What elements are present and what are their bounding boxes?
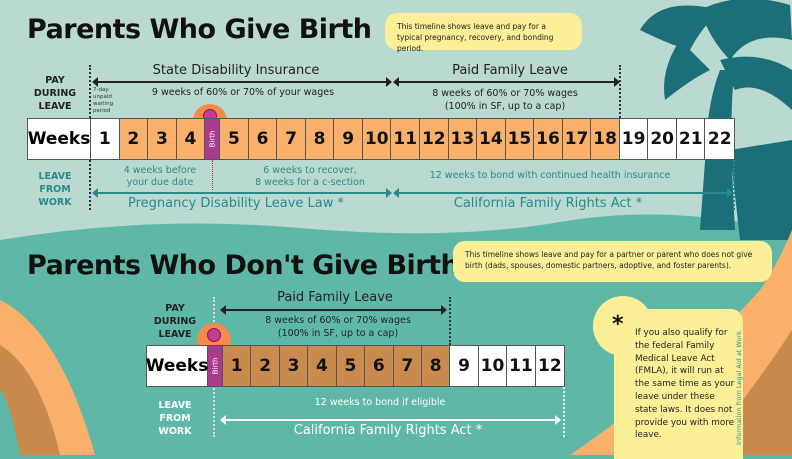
wave-divider — [0, 214, 792, 240]
pfl-text: 8 weeks of 60% or 70% wages (100% in SF,… — [432, 87, 578, 113]
section2-note: This timeline shows leave and pay for a … — [453, 241, 772, 282]
week-cell-22: 22 — [705, 119, 735, 159]
birth-label: Birth — [208, 130, 217, 148]
week-cell-8: 8 — [305, 119, 335, 159]
pfl-arrow — [393, 77, 620, 87]
week-cell-8: 8 — [421, 346, 451, 386]
week-cell-1: 1 — [223, 346, 252, 386]
leave-from-work-label: LEAVE FROM WORK — [158, 400, 192, 437]
birth-cell: Birth — [208, 346, 223, 386]
weeks-timeline-row: Weeks 1 2 3 4 Birth 5 6 7 8 9 10 11 12 13 14 15 16 17 18 19… — [27, 118, 735, 160]
fmla-text: If you also qualify for the federal Fami… — [635, 328, 735, 441]
pfl-text-line2: (100% in SF, up to a cap) — [444, 101, 566, 112]
week-cell-14: 14 — [477, 119, 506, 159]
cfra-arrow — [220, 415, 561, 425]
pay-during-leave-label: PAY DURING LEAVE — [33, 75, 77, 112]
credit-text: Information from Legal Aid at Work. — [735, 329, 743, 445]
week-cell-19: 19 — [619, 119, 649, 159]
pfl-arrow — [220, 305, 447, 315]
brown-hill-right — [700, 330, 792, 455]
bond-text: 12 weeks to bond if eligible — [314, 397, 446, 408]
week-cell-7: 7 — [393, 346, 422, 386]
divider-dotted — [449, 297, 451, 345]
divider-dotted — [563, 387, 565, 437]
pdl-arrow — [92, 188, 392, 198]
waiting-period-note: 7-day unpaid waiting period — [93, 87, 114, 114]
orange-hill-left — [0, 300, 95, 455]
cfra-arrow — [393, 188, 733, 198]
pay-during-leave-label: PAY DURING LEAVE — [153, 303, 197, 340]
cfra-title: California Family Rights Act * — [453, 196, 643, 211]
week-cell-16: 16 — [534, 119, 563, 159]
divider-dotted — [619, 65, 621, 118]
pfl-text: 8 weeks of 60% or 70% wages (100% in SF,… — [265, 314, 411, 340]
fmla-note — [614, 309, 743, 459]
week-cell-15: 15 — [505, 119, 535, 159]
sdi-arrow — [92, 77, 392, 87]
weeks-label: Weeks — [146, 346, 208, 386]
week-cell-3: 3 — [279, 346, 309, 386]
week-cell-1: 1 — [91, 119, 120, 159]
leave-from-work-label: LEAVE FROM WORK — [38, 171, 72, 208]
pfl-text-line2: (100% in SF, up to a cap) — [277, 328, 399, 339]
sdi-text: 9 weeks of 60% or 70% of your wages — [151, 87, 335, 98]
section2-title: Parents Who Don't Give Birth — [27, 250, 460, 281]
pfl-text-line1: 8 weeks of 60% or 70% wages — [432, 88, 578, 99]
birth-cell: Birth — [205, 119, 221, 159]
week-cell-6: 6 — [248, 119, 278, 159]
birth-label: Birth — [211, 357, 219, 375]
pdl-title: Pregnancy Disability Leave Law * — [128, 196, 344, 211]
week-cell-10: 10 — [362, 119, 392, 159]
bond-text: 12 weeks to bond with continued health i… — [429, 170, 671, 181]
week-cell-18: 18 — [591, 119, 620, 159]
pfl-text-line1: 8 weeks of 60% or 70% wages — [265, 315, 411, 326]
week-cell-3: 3 — [148, 119, 177, 159]
sdi-title: State Disability Insurance — [152, 63, 320, 78]
brown-hill-left — [0, 345, 60, 455]
recover-text: 6 weeks to recover, 8 weeks for a c-sect… — [255, 165, 365, 188]
pfl-title: Paid Family Leave — [277, 290, 393, 305]
week-cell-7: 7 — [277, 119, 306, 159]
week-cell-4: 4 — [176, 119, 206, 159]
before-due-date-text: 4 weeks before your due date — [123, 165, 197, 188]
week-cell-12: 12 — [535, 346, 565, 386]
week-cell-4: 4 — [308, 346, 337, 386]
section1-title: Parents Who Give Birth — [27, 14, 372, 45]
week-cell-5: 5 — [336, 346, 366, 386]
asterisk-icon: * — [612, 312, 624, 337]
week-cell-5: 5 — [220, 119, 249, 159]
pfl-title: Paid Family Leave — [452, 63, 568, 78]
week-cell-2: 2 — [119, 119, 149, 159]
section1-note: This timeline shows leave and pay for a … — [385, 13, 582, 53]
week-cell-11: 11 — [391, 119, 421, 159]
divider-dotted — [733, 160, 735, 210]
week-cell-9: 9 — [334, 119, 363, 159]
week-cell-17: 17 — [562, 119, 592, 159]
week-cell-13: 13 — [448, 119, 478, 159]
week-cell-11: 11 — [507, 346, 536, 386]
cfra-title: California Family Rights Act * — [293, 423, 483, 438]
week-cell-10: 10 — [478, 346, 508, 386]
week-cell-9: 9 — [450, 346, 479, 386]
week-cell-20: 20 — [648, 119, 677, 159]
week-cell-12: 12 — [420, 119, 449, 159]
birth-marker-line — [212, 160, 213, 190]
weeks-timeline-row: Weeks Birth 1 2 3 4 5 6 7 8 9 10 11 12 — [146, 345, 565, 387]
week-cell-21: 21 — [676, 119, 706, 159]
week-cell-2: 2 — [251, 346, 280, 386]
weeks-label: Weeks — [28, 119, 91, 159]
week-cell-6: 6 — [365, 346, 394, 386]
